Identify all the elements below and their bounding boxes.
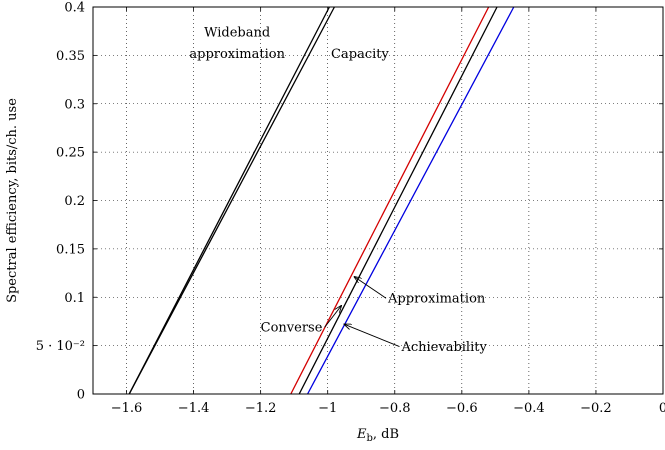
annotations: Wideband approximation Capacity Converse App… (189, 26, 487, 355)
annotation-capacity: Capacity (331, 47, 389, 62)
y-tick-label: 0.25 (56, 146, 85, 161)
y-tick-label: 0.1 (64, 291, 85, 306)
series-group (128, 6, 515, 395)
x-tick-label: −1.2 (245, 401, 277, 416)
y-axis-label: Spectral efficiency, bits/ch. use (5, 98, 20, 303)
annotation-arrow-achievability (344, 324, 400, 348)
y-tick-label: 0.35 (56, 49, 85, 64)
x-tick-label: −0.2 (580, 401, 612, 416)
x-axis-label-unit: , dB (373, 427, 399, 442)
y-tick-label: 0.3 (64, 97, 85, 112)
x-tick-label: −1 (318, 401, 337, 416)
annotation-converse: Converse (261, 321, 323, 336)
series-line-achievability (307, 6, 515, 395)
annotation-arrow-approximation (355, 277, 387, 299)
y-tick-label: 5 · 10⁻² (36, 339, 85, 354)
x-tick-label: 0 (659, 401, 665, 416)
series-line-converse (290, 6, 490, 395)
ticks: −1.6 −1.4 −1.2 −1 −0.8 −0.6 −0.4 −0.2 0 0 5 · 10⁻²… (36, 1, 665, 417)
series-line-capacity (128, 6, 330, 395)
x-axis-label: Eb, dB (356, 427, 399, 444)
series-line-wideband-approximation (128, 6, 335, 395)
grid (93, 7, 663, 394)
annotation-arrow-converse (324, 306, 341, 328)
annotation-wideband: approximation (189, 47, 285, 62)
annotation-achievability: Achievability (400, 340, 487, 355)
y-tick-label: 0.2 (64, 194, 85, 209)
annotation-approximation: Approximation (387, 292, 486, 307)
x-tick-label: −0.6 (446, 401, 478, 416)
x-tick-label: −1.4 (178, 401, 210, 416)
x-tick-label: −0.4 (513, 401, 545, 416)
y-tick-label: 0.4 (64, 1, 85, 16)
annotation-wideband: Wideband (204, 26, 270, 41)
series-line-approximation (298, 6, 498, 395)
x-axis-label-main: E (356, 427, 367, 442)
x-axis-label-sub: b (366, 433, 372, 444)
x-tick-label: −0.8 (379, 401, 411, 416)
x-tick-label: −1.6 (111, 401, 143, 416)
y-tick-label: 0 (77, 388, 85, 403)
y-tick-label: 0.15 (56, 242, 85, 257)
